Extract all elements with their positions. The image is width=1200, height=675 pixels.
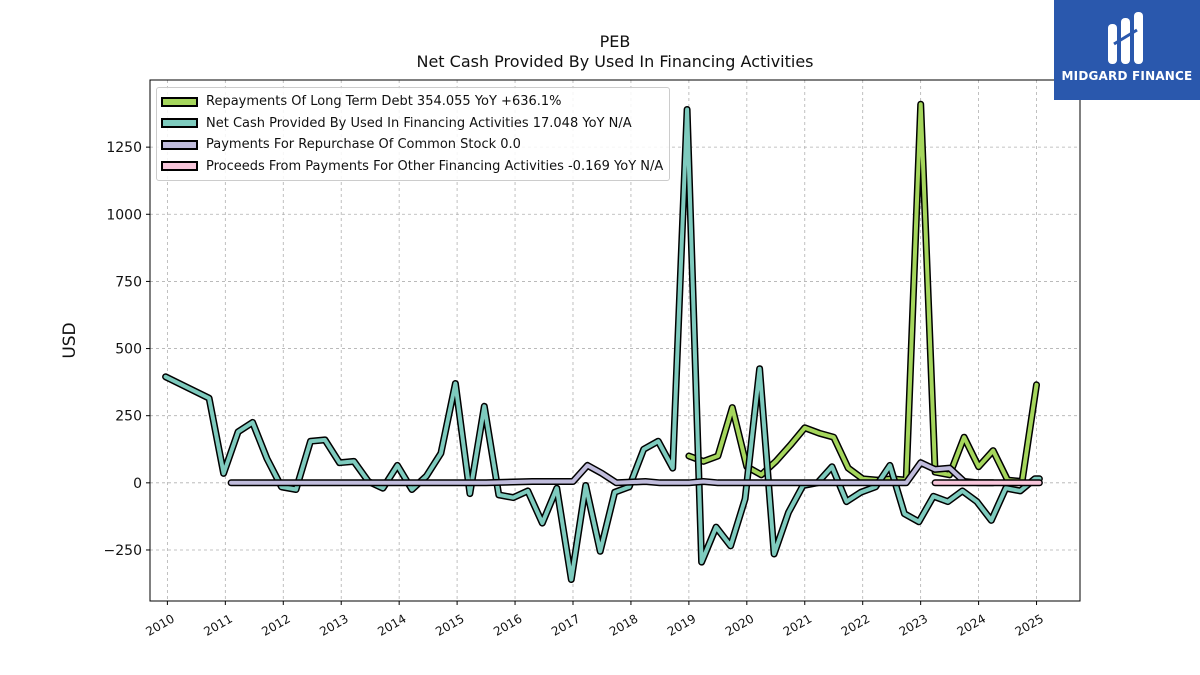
x-tick-label: 2019 — [665, 611, 698, 638]
plot-frame — [149, 79, 1081, 602]
chart-subtitle: Net Cash Provided By Used In Financing A… — [416, 52, 814, 71]
chart-legend: Repayments Of Long Term Debt 354.055 YoY… — [156, 87, 671, 181]
y-tick-label: 500 — [115, 342, 142, 358]
x-tick-label: 2024 — [955, 611, 988, 638]
y-tick-label: 750 — [115, 274, 142, 290]
y-tick-label: −250 — [104, 543, 142, 559]
brand-logo: MIDGARD FINANCE — [1054, 0, 1200, 100]
legend-swatch-other-financing — [161, 161, 198, 172]
legend-item-repayments: Repayments Of Long Term Debt 354.055 YoY… — [161, 91, 663, 113]
x-tick-label: 2023 — [897, 611, 930, 638]
legend-item-other-financing: Proceeds From Payments For Other Financi… — [161, 156, 663, 178]
x-tick-label: 2012 — [259, 611, 292, 638]
logo-mark-icon — [1108, 12, 1143, 64]
series-line-1 — [163, 107, 1042, 582]
x-tick-label: 2015 — [433, 611, 466, 638]
legend-swatch-repurchase — [161, 139, 198, 150]
y-tick-label: 0 — [133, 476, 142, 492]
y-tick-label: 250 — [115, 409, 142, 425]
chart-title: PEB — [599, 32, 631, 51]
y-tick-label: 1250 — [106, 140, 142, 156]
x-tick-label: 2018 — [607, 611, 640, 638]
series-line-2 — [229, 460, 996, 485]
x-tick-label: 2010 — [143, 611, 176, 638]
logo-text: MIDGARD FINANCE — [1061, 69, 1193, 83]
x-tick-label: 2017 — [549, 611, 582, 638]
legend-swatch-net-cash — [161, 118, 198, 129]
legend-label-other-financing: Proceeds From Payments For Other Financi… — [206, 158, 664, 174]
legend-label-repayments: Repayments Of Long Term Debt 354.055 YoY… — [206, 94, 562, 110]
y-axis-label: USD — [60, 322, 80, 358]
x-tick-label: 2013 — [317, 611, 350, 638]
x-tick-label: 2011 — [201, 611, 234, 638]
x-tick-label: 2021 — [781, 611, 814, 638]
x-tick-label: 2025 — [1013, 611, 1046, 638]
legend-item-net-cash: Net Cash Provided By Used In Financing A… — [161, 113, 663, 135]
x-tick-label: 2014 — [375, 611, 408, 638]
x-tick-label: 2016 — [491, 611, 524, 638]
legend-swatch-repayments — [161, 96, 198, 107]
legend-label-repurchase: Payments For Repurchase Of Common Stock … — [206, 137, 521, 153]
y-tick-label: 1000 — [106, 207, 142, 223]
legend-label-net-cash: Net Cash Provided By Used In Financing A… — [206, 115, 632, 131]
x-tick-label: 2022 — [839, 611, 872, 638]
legend-item-repurchase: Payments For Repurchase Of Common Stock … — [161, 134, 663, 156]
x-tick-label: 2020 — [723, 611, 756, 638]
